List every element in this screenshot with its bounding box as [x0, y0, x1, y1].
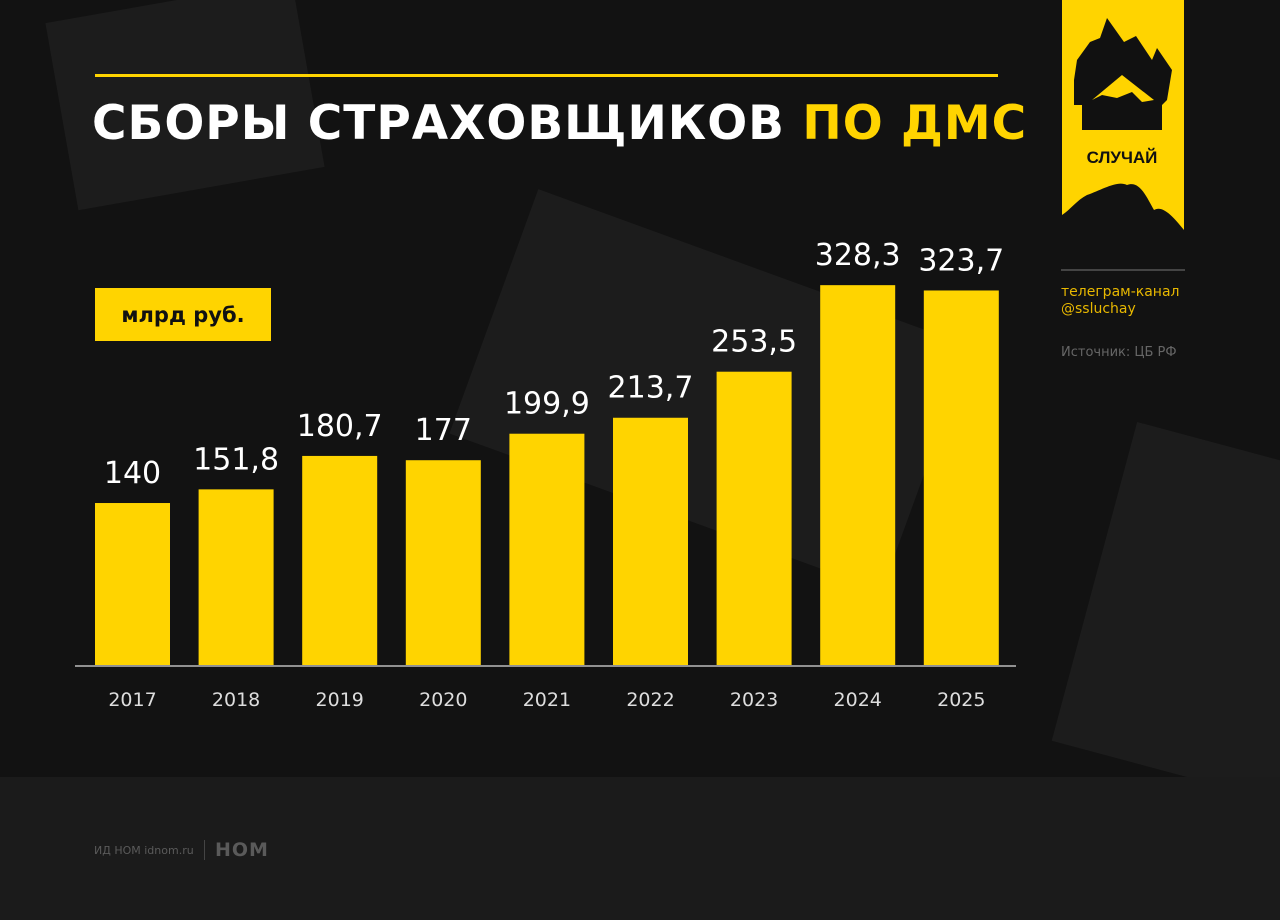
value-label: 151,8: [193, 442, 279, 477]
nom-logo: НОМ: [215, 839, 269, 861]
x-tick-label: 2018: [212, 689, 260, 711]
bar-2020: [405, 460, 481, 665]
bar-2017: [95, 503, 170, 665]
bar-chart: 140 2017 151,8 2018 180,7 2019 177 2020 199,9 202…: [75, 238, 1016, 711]
x-tick-label: 2020: [419, 689, 467, 711]
value-label: 177: [415, 413, 472, 448]
source-note: Источник: ЦБ РФ: [1061, 345, 1177, 360]
x-tick-label: 2024: [834, 689, 882, 711]
x-tick-label: 2023: [730, 689, 778, 711]
page-title-main: СБОРЫ СТРАХОВЩИКОВ: [92, 96, 786, 151]
value-label: 253,5: [711, 325, 797, 360]
footer-publisher: ИД НОМ idnom.ru: [94, 844, 194, 857]
value-label: 328,3: [815, 238, 901, 273]
x-tick-label: 2017: [108, 689, 156, 711]
logo-line-1: СТРАХОВОЙ: [1088, 132, 1157, 145]
telegram-info: телеграм-канал @ssluchay: [1061, 284, 1179, 318]
footer-band: [0, 777, 1280, 920]
value-label: 180,7: [297, 409, 383, 444]
telegram-handle[interactable]: @ssluchay: [1061, 301, 1136, 317]
bar-2022: [613, 417, 688, 665]
bar-2018: [198, 489, 274, 665]
page-title: СБОРЫ СТРАХОВЩИКОВ ПО ДМС: [92, 96, 1027, 151]
logo-line-2: СЛУЧАЙ: [1087, 148, 1158, 167]
value-label: 213,7: [608, 371, 694, 406]
value-label: 323,7: [918, 243, 1004, 278]
x-tick-label: 2021: [523, 689, 571, 711]
background-banknote: [1051, 421, 1280, 809]
title-rule: [95, 74, 998, 77]
telegram-label: телеграм-канал: [1061, 284, 1180, 300]
bar-2024: [820, 285, 896, 665]
x-tick-label: 2019: [316, 689, 364, 711]
footer-divider: [204, 840, 205, 860]
bar-2021: [509, 433, 585, 665]
bar-2025: [923, 290, 999, 665]
strakhovoy-sluchay-logo: СТРАХОВОЙ СЛУЧАЙ: [1062, 0, 1184, 230]
sidebar-divider: [1061, 269, 1185, 271]
unit-label: млрд руб.: [95, 288, 271, 341]
page-title-highlight: ПО ДМС: [802, 96, 1028, 151]
bar-2023: [716, 371, 792, 665]
bar-2019: [302, 455, 378, 665]
value-label: 140: [104, 456, 161, 491]
x-tick-label: 2022: [626, 689, 674, 711]
x-tick-label: 2025: [937, 689, 985, 711]
value-label: 199,9: [504, 387, 590, 422]
